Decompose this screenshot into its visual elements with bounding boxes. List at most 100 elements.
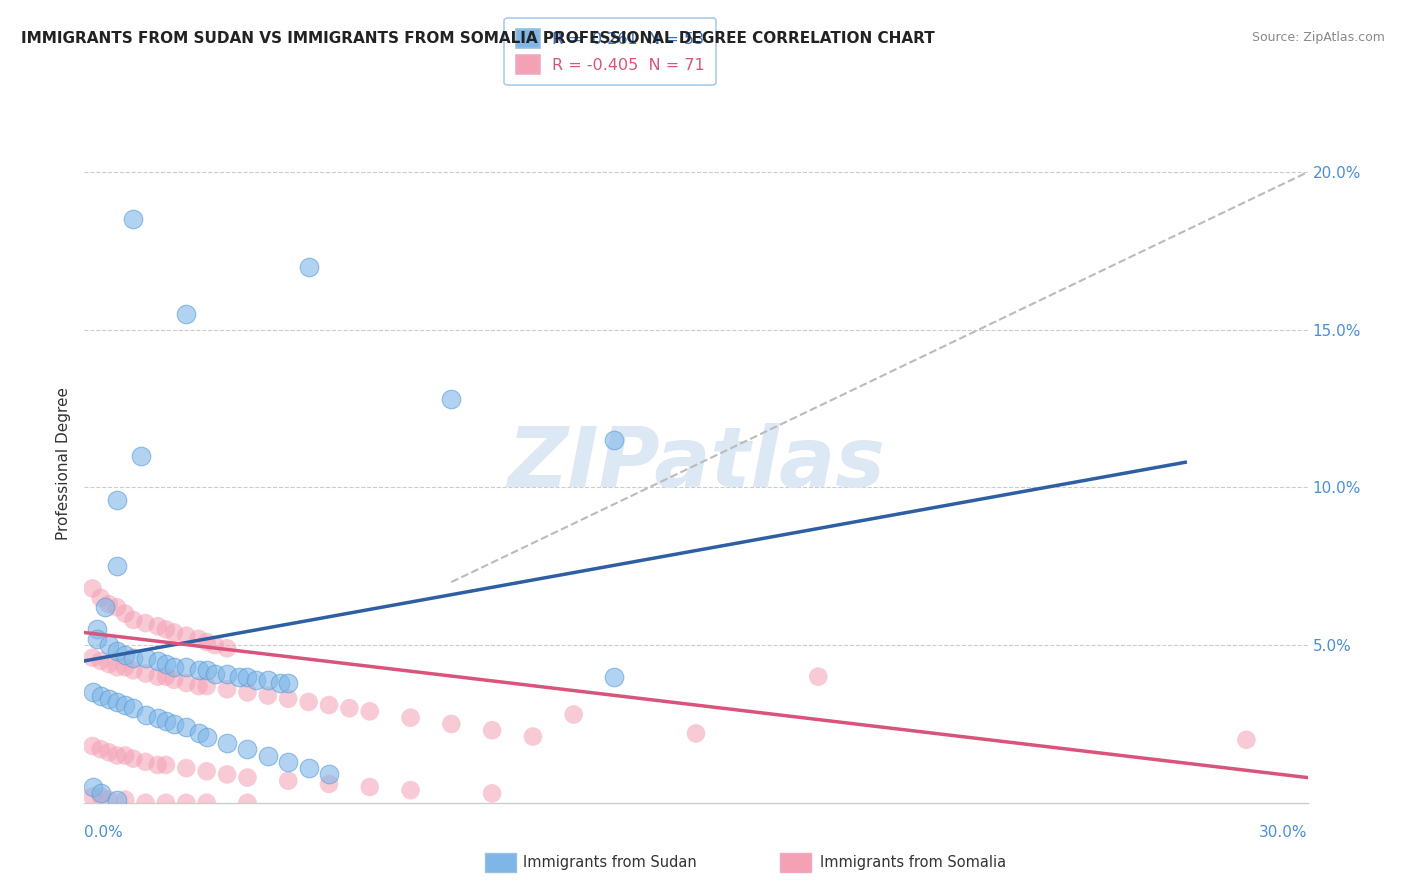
Text: 30.0%: 30.0% [1260,825,1308,840]
Point [277,755,299,769]
Point [122,650,145,665]
Point [204,638,226,652]
Point [603,433,626,447]
Point [440,717,463,731]
Point [135,755,157,769]
Point [685,726,707,740]
Point [236,771,259,785]
Point [298,695,321,709]
Point [187,632,209,646]
Point [155,670,177,684]
Point [86,623,108,637]
Point [90,742,112,756]
Point [359,780,381,794]
Point [114,792,136,806]
Point [399,711,422,725]
Point [82,780,104,794]
Point [122,664,145,678]
Point [807,670,830,684]
Point [146,711,169,725]
Point [146,670,169,684]
Point [90,689,112,703]
Point [155,758,177,772]
Point [603,670,626,684]
Point [176,307,198,321]
Point [163,717,186,731]
Point [105,792,128,806]
Point [269,676,291,690]
Point [135,707,157,722]
Point [236,685,259,699]
Text: IMMIGRANTS FROM SUDAN VS IMMIGRANTS FROM SOMALIA PROFESSIONAL DEGREE CORRELATION: IMMIGRANTS FROM SUDAN VS IMMIGRANTS FROM… [21,31,935,46]
Point [195,664,218,678]
Text: ZIPatlas: ZIPatlas [508,424,884,504]
Point [90,789,112,804]
Point [82,582,104,596]
Point [359,704,381,718]
Text: 0.0%: 0.0% [84,825,124,840]
Point [97,792,120,806]
Point [481,786,503,800]
Y-axis label: Professional Degree: Professional Degree [56,387,72,541]
Point [122,212,145,227]
Point [97,638,120,652]
Point [318,767,340,781]
Point [155,714,177,728]
Point [195,764,218,779]
Point [97,745,120,759]
Point [105,748,128,763]
Point [176,796,198,810]
Point [176,660,198,674]
Point [257,689,280,703]
Point [562,707,585,722]
Point [114,648,136,662]
Point [399,783,422,797]
Point [163,625,186,640]
Point [176,676,198,690]
Text: Immigrants from Sudan: Immigrants from Sudan [523,855,697,870]
Point [187,664,209,678]
Point [236,742,259,756]
Point [105,644,128,658]
Point [122,613,145,627]
Point [90,591,112,605]
Point [97,657,120,671]
Point [318,698,340,712]
Point [122,752,145,766]
Point [339,701,361,715]
Point [82,685,104,699]
Point [187,726,209,740]
Point [82,739,104,753]
Point [163,673,186,687]
Point [93,600,117,615]
Point [90,654,112,668]
Point [82,650,104,665]
Point [176,761,198,775]
Point [155,657,177,671]
Point [97,691,120,706]
Point [114,698,136,712]
Point [176,720,198,734]
Point [187,679,209,693]
Point [195,796,218,810]
Point [114,607,136,621]
Point [1236,732,1258,747]
Point [522,730,544,744]
Point [105,660,128,674]
Point [163,660,186,674]
Text: Immigrants from Somalia: Immigrants from Somalia [820,855,1005,870]
Point [97,597,120,611]
Point [217,641,239,656]
Point [122,701,145,715]
Point [318,777,340,791]
Point [114,660,136,674]
Point [114,748,136,763]
Point [257,748,280,763]
Point [440,392,463,407]
Point [298,761,321,775]
Point [204,666,226,681]
Point [105,559,128,574]
Point [105,493,128,508]
Point [90,786,112,800]
Point [228,670,250,684]
